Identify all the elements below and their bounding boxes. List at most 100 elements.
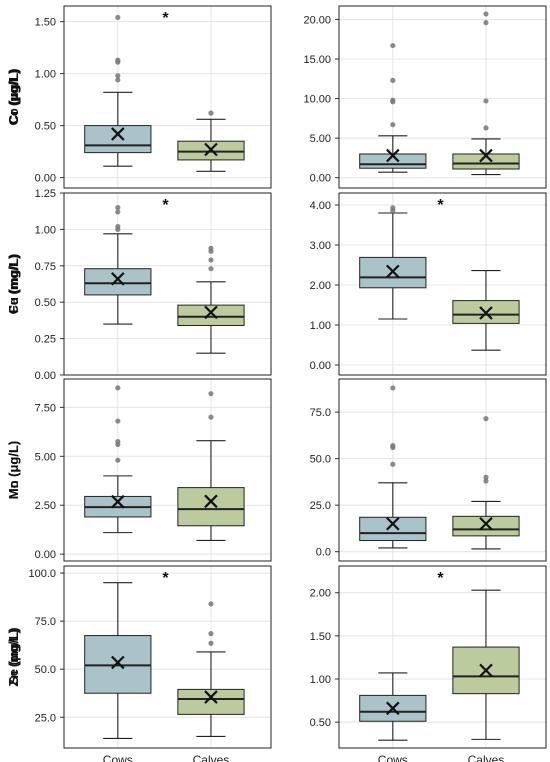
outlier-point [390,42,396,49]
y-tick-label: 1.00 [310,674,331,686]
chart-panel-0: 0.00 0.50 1.00 1.50 Co (μg/L) * [6,5,272,189]
panel-border [63,192,272,376]
y-tick-label: 2.00 [310,588,331,600]
mean-marker [386,148,400,163]
outlier-point [115,418,121,424]
x-category-label: Cows [378,753,408,762]
y-tick-label: 0.25 [35,334,56,346]
y-axis-label: Mn (μg/L) [6,441,21,500]
box-calves [177,601,245,738]
panel-border [63,5,272,189]
panel-border [338,378,547,562]
box-calves [452,270,520,351]
y-axis-label: Se (μg/L) [6,629,21,685]
box-calves [452,11,520,176]
outlier-point [208,640,214,646]
mean-marker-stroke [204,305,218,320]
y-tick-label: 0.50 [35,297,56,309]
outlier-point [115,457,121,463]
box-cows [84,14,152,167]
box-calves [452,589,520,740]
y-tick-label: 10.00 [303,94,331,106]
y-tick-label: 25.0 [310,500,331,512]
iqr-box [452,515,520,537]
outlier-point [390,461,396,467]
mean-marker-stroke [111,127,125,141]
box-cows [84,385,152,534]
y-axis-label: Cr (μg/L) [6,70,21,124]
box-cows [359,205,427,320]
y-tick-label: 1.00 [35,69,56,81]
outlier-point [483,11,489,17]
y-tick-label: 7.50 [35,402,56,414]
y-tick-label: 1.25 [35,188,56,200]
outlier-point [390,205,396,211]
panel-border [63,378,272,562]
chart-panel-1: 0.00 5.00 10.00 15.00 20.00 Cr (μg/L) [6,5,547,189]
iqr-box [177,688,245,715]
outlier-point [115,14,121,21]
y-tick-label: 50.0 [310,454,331,466]
significance-marker: * [437,197,444,214]
y-tick-label: 1.50 [35,17,56,29]
outlier-point [208,391,214,397]
mean-marker [386,701,400,716]
chart-panel-2: 0.00 0.25 0.50 0.75 1.00 1.25 Cu (mg/L) * [6,188,272,382]
mean-marker [479,306,493,320]
significance-marker: * [162,10,169,27]
y-tick-label: 5.00 [310,133,331,145]
mean-marker [204,305,218,320]
y-tick-label: 1.50 [310,631,331,643]
y-tick-label: 2.00 [310,280,331,292]
mean-marker-stroke [204,690,218,704]
mean-marker [204,494,218,509]
mean-marker-stroke [479,306,493,320]
iqr-box [177,304,245,326]
iqr-box [84,125,152,154]
panel-border [338,5,547,189]
box-cows [359,42,427,173]
box-cows [359,385,427,549]
outlier-point [115,73,121,79]
y-tick-label: 3.00 [310,240,331,252]
chart-panel-6: 25.0 50.0 75.0 100.0 Se (μg/L) * Cows Calves [6,565,272,762]
mean-marker-stroke [386,517,400,531]
iqr-box [177,487,245,527]
mean-marker [386,264,400,279]
y-tick-label: 0.50 [310,717,331,729]
iqr-box [452,153,520,170]
outlier-point [483,416,489,422]
chart-panel-4: 0.00 2.50 5.00 7.50 Mn (μg/L) [6,378,272,562]
y-tick-label: 25.0 [35,712,56,724]
outlier-point [208,414,214,420]
y-tick-label: 4.00 [310,200,331,212]
box-calves [452,416,520,550]
iqr-box [359,516,427,542]
significance-marker: * [437,570,444,587]
mean-marker-stroke [386,701,400,716]
mean-marker [386,517,400,531]
y-tick-label: 0.50 [35,121,56,133]
outlier-point [483,20,489,26]
mean-marker [111,272,125,286]
outlier-point [115,209,121,215]
mean-marker-stroke [479,148,493,163]
y-tick-label: 1.00 [310,320,331,332]
mean-marker-stroke [479,517,493,531]
mean-marker [111,127,125,141]
outlier-point [115,223,121,230]
box-calves [177,391,245,542]
outlier-point [483,478,489,484]
y-axis-label: Fe (mg/L) [6,255,21,314]
chart-panel-5: 0.0 25.0 50.0 75.0 Mo (μg/L) [6,378,547,562]
y-tick-label: 0.00 [310,360,331,372]
mean-marker [479,148,493,163]
mean-marker [479,663,493,678]
significance-marker: * [162,570,169,587]
outlier-point [390,77,396,83]
outlier-point [483,125,489,131]
y-axis-label: Cu (mg/L) [6,254,21,315]
outlier-point [483,474,489,480]
outlier-point [208,601,214,607]
x-category-label: Cows [103,753,133,762]
